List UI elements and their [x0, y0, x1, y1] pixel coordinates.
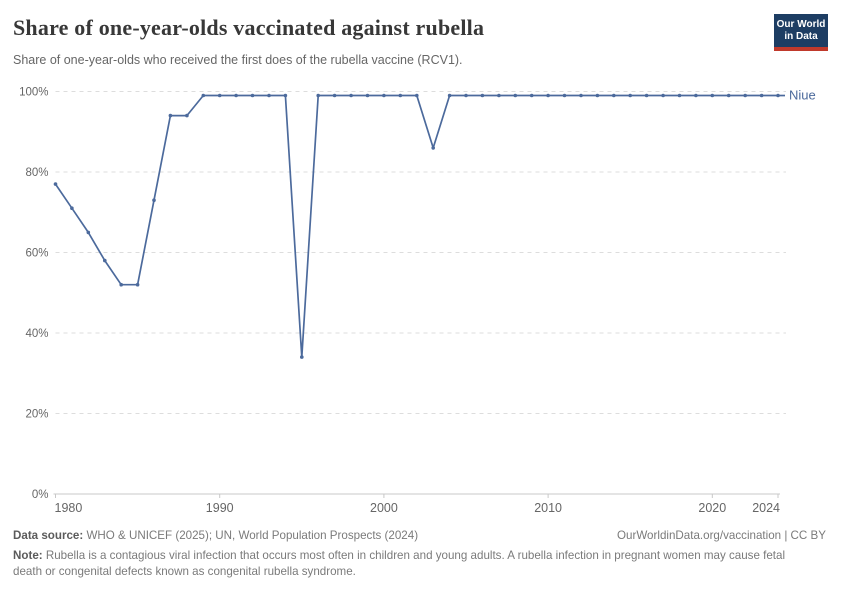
svg-text:2024: 2024	[752, 501, 780, 515]
owid-logo[interactable]: Our World in Data	[774, 14, 828, 51]
page-title: Share of one-year-olds vaccinated agains…	[13, 15, 485, 40]
svg-text:20%: 20%	[25, 408, 48, 420]
note-label: Note:	[13, 549, 43, 562]
svg-text:1980: 1980	[55, 501, 83, 515]
entity-label: Niue	[789, 88, 816, 103]
series-niue[interactable]: Niue	[53, 88, 816, 359]
chart-note: Note: Rubella is a contagious viral infe…	[13, 548, 815, 581]
data-source-label: Data source:	[13, 529, 84, 542]
svg-text:100%: 100%	[19, 86, 48, 98]
note-text: Rubella is a contagious viral infection …	[13, 549, 786, 579]
y-gridlines: 0% 20% 40% 60% 80% 100%	[19, 86, 786, 501]
logo-line-2: in Data	[784, 30, 818, 42]
data-source-text: WHO & UNICEF (2025); UN, World Populatio…	[83, 529, 419, 542]
license-link[interactable]: OurWorldinData.org/vaccination | CC BY	[617, 529, 826, 542]
svg-text:2000: 2000	[370, 501, 398, 515]
svg-text:0%: 0%	[32, 489, 49, 501]
svg-text:1990: 1990	[206, 501, 234, 515]
svg-text:40%: 40%	[25, 328, 48, 340]
x-axis: 1980 1990 2000 2010 2020 2024	[53, 493, 780, 515]
svg-text:80%: 80%	[25, 167, 48, 179]
data-source: Data source: WHO & UNICEF (2025); UN, Wo…	[13, 529, 418, 542]
svg-text:60%: 60%	[25, 247, 48, 259]
svg-text:2020: 2020	[698, 501, 726, 515]
svg-text:2010: 2010	[534, 501, 562, 515]
chart-footer: Data source: WHO & UNICEF (2025); UN, Wo…	[13, 529, 826, 581]
chart-subtitle: Share of one-year-olds who received the …	[13, 53, 463, 67]
logo-line-1: Our World	[776, 18, 826, 30]
